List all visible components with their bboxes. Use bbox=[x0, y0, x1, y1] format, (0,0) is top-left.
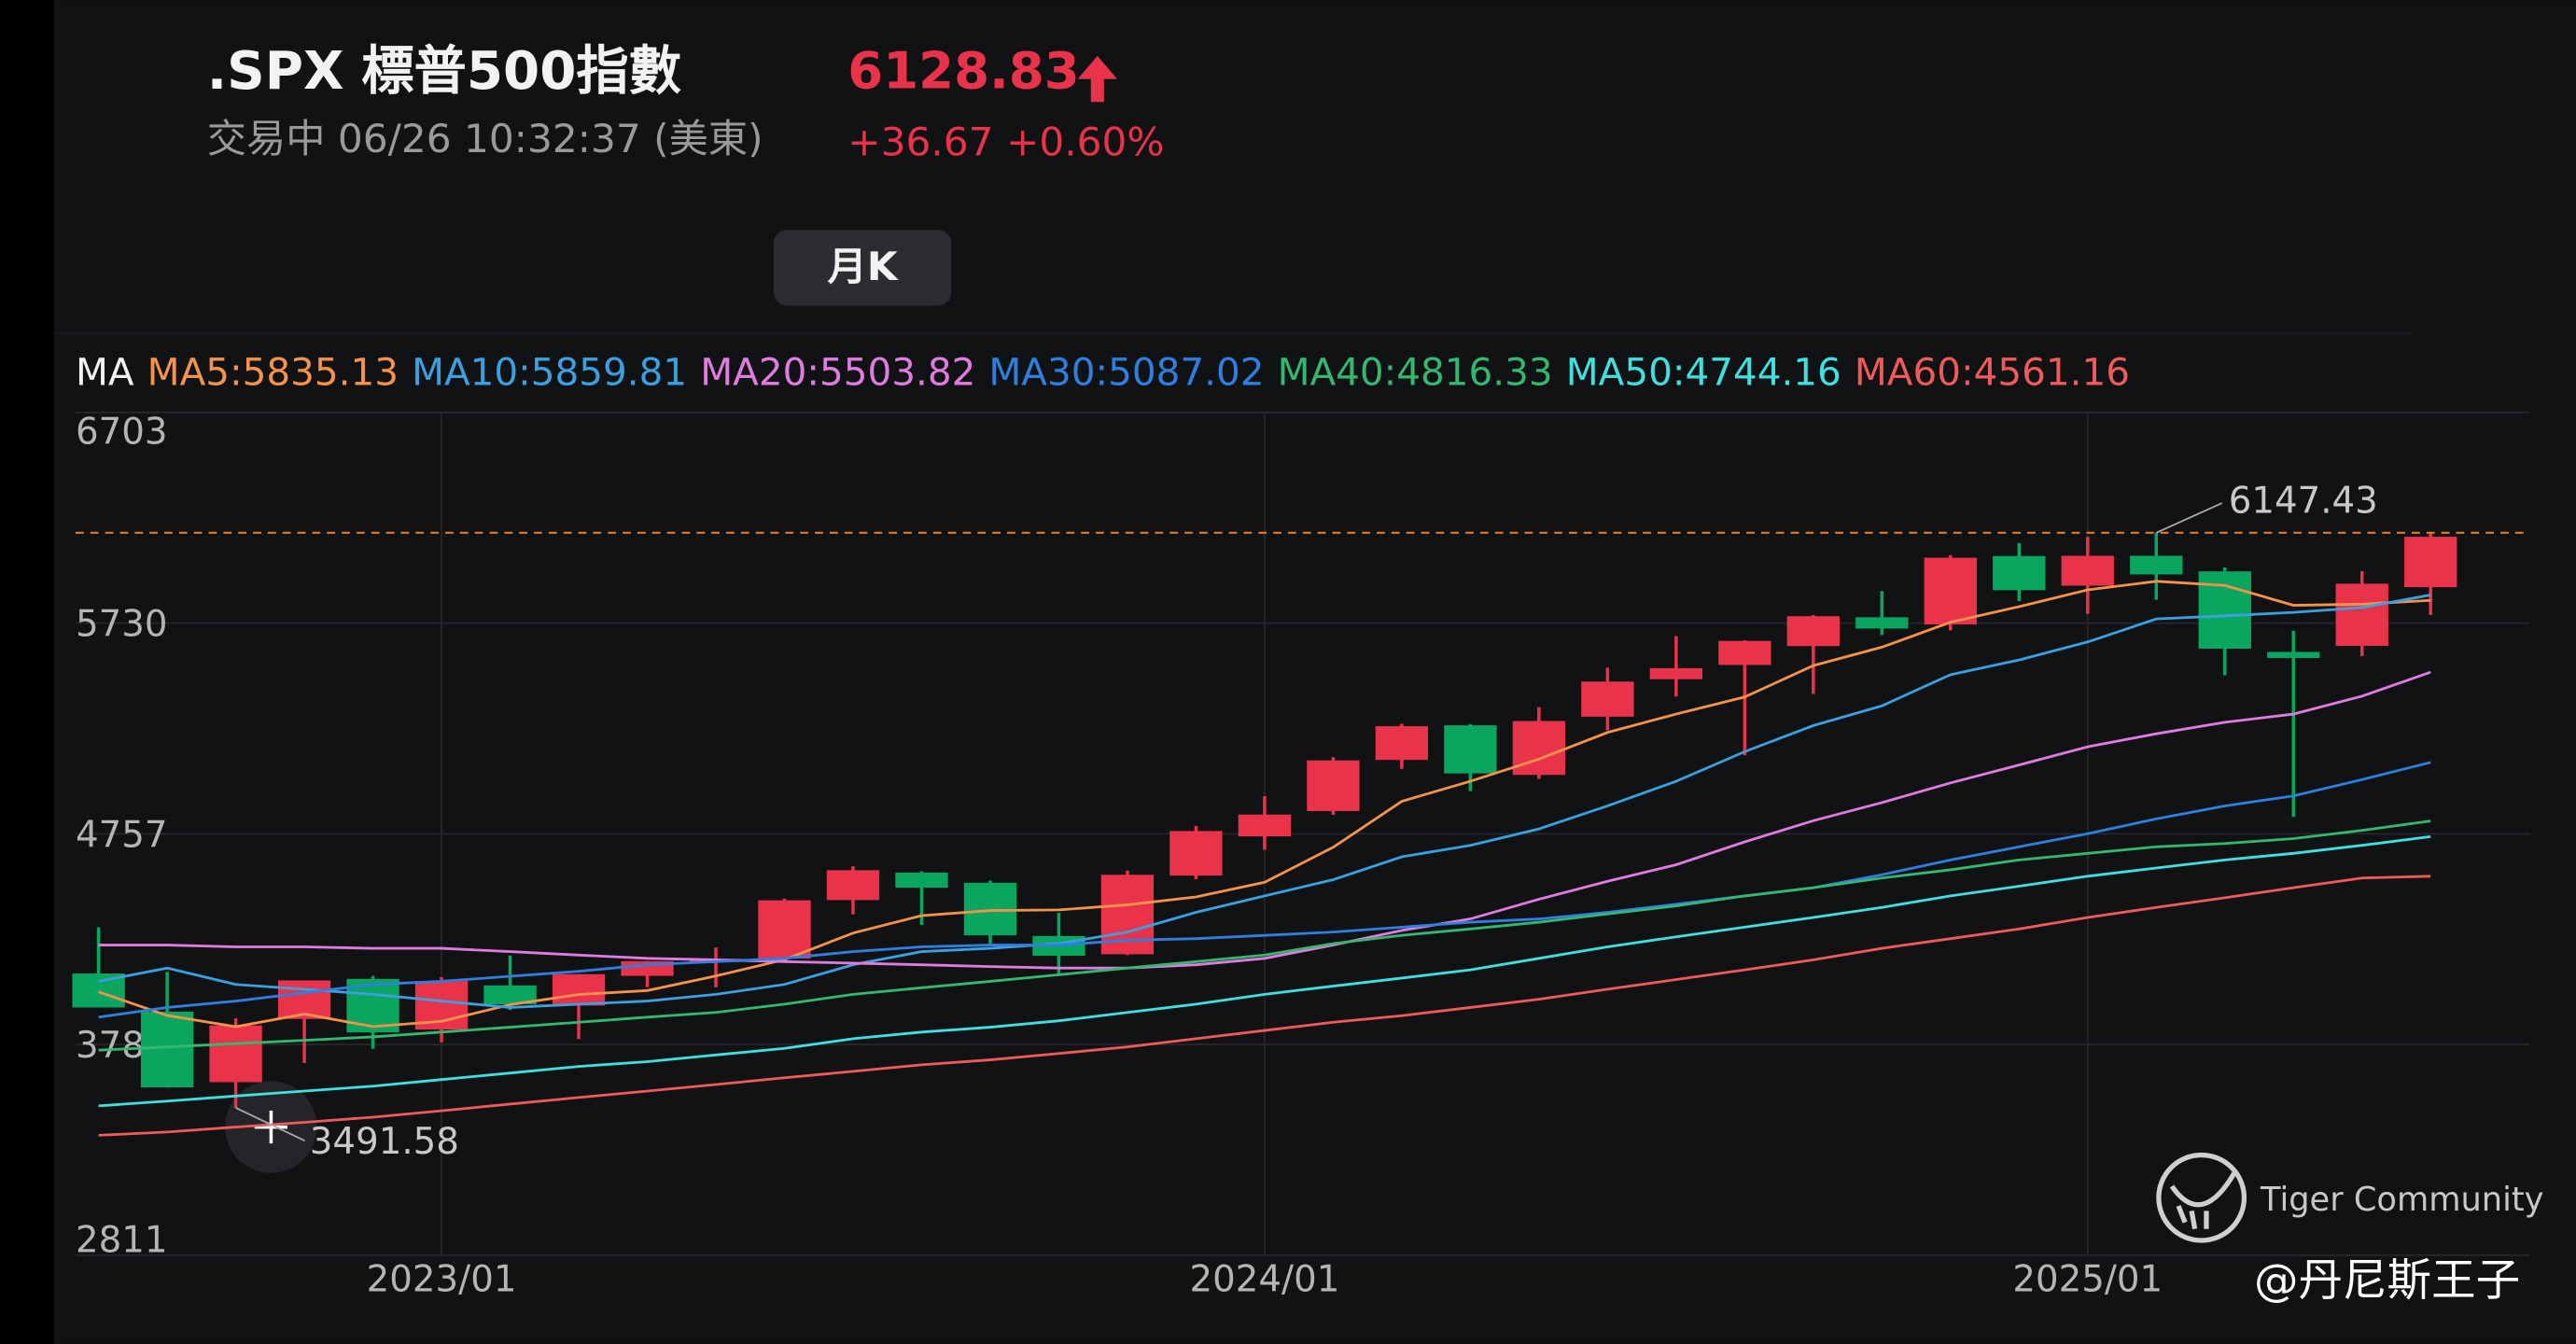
candle-body bbox=[483, 985, 537, 1004]
symbol: .SPX bbox=[207, 41, 344, 102]
legend-entry: MA20:5503.82 bbox=[700, 349, 975, 394]
legend-entry: MA60:4561.16 bbox=[1855, 349, 2130, 394]
candle-body bbox=[2061, 555, 2114, 586]
x-tick-label: 2023/01 bbox=[367, 1259, 517, 1301]
y-tick-label: 4757 bbox=[76, 814, 168, 856]
legend-entry: MA10:5859.81 bbox=[412, 349, 687, 394]
candle-body bbox=[895, 872, 948, 889]
candle-body bbox=[1169, 831, 1223, 876]
price-change: +36.67 +0.60% bbox=[847, 119, 1164, 164]
candle-body bbox=[2198, 571, 2251, 650]
candle-body bbox=[1649, 667, 1703, 679]
candle-body bbox=[1444, 725, 1497, 774]
y-tick-label: 2811 bbox=[76, 1219, 168, 1261]
legend-entry: MA5:5835.13 bbox=[147, 349, 399, 394]
candle-body bbox=[758, 900, 811, 959]
legend-entry: MA40:4816.33 bbox=[1278, 349, 1553, 394]
index-name: 標普500指數 bbox=[361, 41, 681, 102]
candle-body bbox=[1993, 555, 2046, 591]
candle-body bbox=[140, 1011, 194, 1088]
crosshair bbox=[254, 1110, 288, 1144]
ma-line bbox=[98, 819, 2431, 1052]
ma-line bbox=[98, 761, 2431, 1019]
candle-body bbox=[1581, 681, 1634, 717]
logo-ring bbox=[2156, 1152, 2247, 1243]
ma-line bbox=[98, 834, 2431, 1108]
candle-body bbox=[2130, 555, 2183, 575]
low-leader bbox=[235, 1107, 305, 1141]
market-status: 交易中 06/26 10:32:37 (美東) bbox=[207, 116, 763, 161]
candle-body bbox=[1512, 721, 1566, 776]
candle-body bbox=[1718, 640, 1771, 665]
candle-body bbox=[209, 1025, 262, 1083]
logo-mark bbox=[2169, 1171, 2237, 1230]
candle-body bbox=[1786, 616, 1840, 647]
candle-body bbox=[2335, 583, 2388, 646]
high-label: 6147.43 bbox=[2229, 481, 2378, 523]
x-tick-label: 2024/01 bbox=[1189, 1259, 1339, 1301]
y-tick-label: 6703 bbox=[76, 411, 168, 453]
price: 6128.83 bbox=[847, 40, 1079, 100]
candle-body bbox=[552, 973, 606, 1006]
period-button[interactable]: 月K bbox=[774, 230, 952, 306]
candle-body bbox=[1307, 760, 1360, 812]
candle-body bbox=[1855, 617, 1909, 629]
x-tick-label: 2025/01 bbox=[2012, 1259, 2163, 1301]
low-label: 3491.58 bbox=[310, 1121, 459, 1163]
legend-entry: MA50:4744.16 bbox=[1566, 349, 1841, 394]
y-tick-label: 5730 bbox=[76, 604, 168, 646]
high-leader bbox=[2155, 502, 2223, 534]
legend-title: MA bbox=[76, 349, 134, 394]
button-label[interactable]: 月K bbox=[828, 244, 899, 289]
legend-entry: MA30:5087.02 bbox=[988, 349, 1264, 394]
ma-line bbox=[98, 875, 2431, 1137]
watermark-logo bbox=[2156, 1152, 2247, 1243]
candle-body bbox=[826, 870, 880, 901]
watermark-author: @丹尼斯王子 bbox=[2254, 1255, 2520, 1307]
button-bg[interactable] bbox=[774, 230, 952, 306]
ma-line bbox=[98, 580, 2431, 1029]
ma-line bbox=[98, 670, 2431, 970]
watermark-brand: Tiger Community bbox=[2260, 1181, 2543, 1219]
candle-body bbox=[2267, 651, 2320, 658]
candle-body bbox=[1924, 557, 1977, 625]
candle-body bbox=[1238, 814, 1292, 837]
up-arrow bbox=[1077, 55, 1117, 103]
app-bg bbox=[54, 0, 2576, 1344]
ma-line bbox=[98, 594, 2431, 1009]
candle-body bbox=[2404, 537, 2457, 588]
candle-body bbox=[1375, 726, 1429, 761]
